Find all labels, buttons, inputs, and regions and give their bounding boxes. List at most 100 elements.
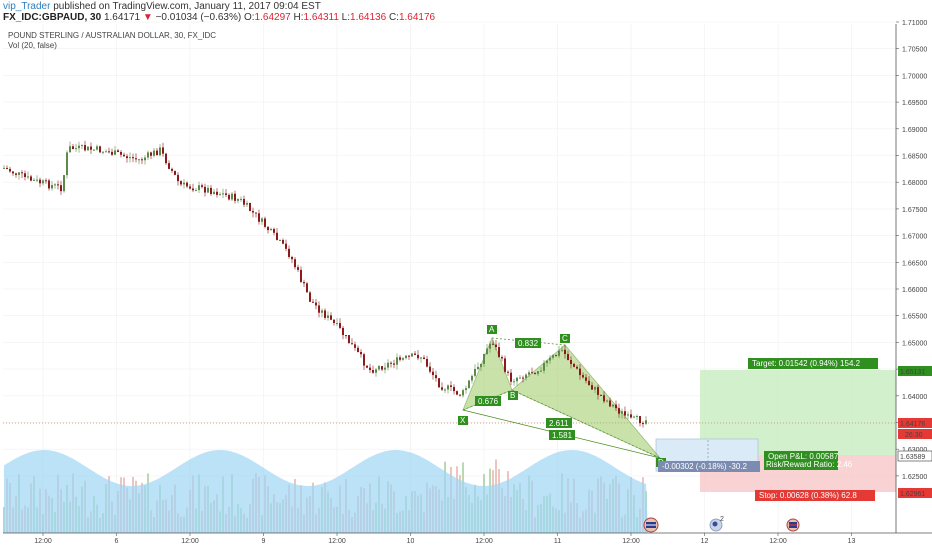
candle-body (249, 203, 251, 211)
candle-body (639, 416, 641, 424)
svg-text:-0.00302 (-0.18%) -30.2: -0.00302 (-0.18%) -30.2 (662, 462, 747, 471)
candle-body (192, 188, 194, 191)
candle-body (261, 218, 263, 222)
candle-body (69, 146, 71, 153)
candle-body (204, 186, 206, 193)
candle-body (414, 353, 416, 355)
pattern-bd-line (511, 389, 661, 459)
price-tick-label: 1.68500 (902, 154, 927, 161)
candle-body (612, 404, 614, 407)
point-x-text: X (460, 416, 466, 425)
candle-body (111, 151, 113, 155)
candle-body (537, 371, 539, 374)
candle-body (615, 404, 617, 409)
time-tick-label: 12:00 (622, 538, 640, 545)
candle-body (342, 327, 344, 336)
candle-body (39, 179, 41, 184)
candle-body (24, 173, 26, 178)
candle-body (246, 203, 248, 205)
candle-body (558, 350, 560, 356)
price-tick-label: 1.66000 (902, 287, 927, 294)
candle-body (90, 146, 92, 150)
ratio-ac-label: 0.832 (515, 338, 541, 348)
candle-body (243, 198, 245, 205)
candle-body (453, 386, 455, 392)
candle-body (471, 375, 473, 381)
candle-body (297, 267, 299, 270)
svg-text:1.65131: 1.65131 (900, 369, 925, 376)
candle-body (486, 348, 488, 355)
candle-body (12, 171, 14, 174)
candle-body (381, 366, 383, 370)
candle-body (411, 353, 413, 357)
price-tick-label: 1.70000 (902, 73, 927, 80)
candle-body (501, 356, 503, 359)
candle-body (207, 187, 209, 193)
candle-body (447, 385, 449, 390)
svg-text:1.63589: 1.63589 (900, 454, 925, 461)
candle-body (540, 370, 542, 372)
candle-body (507, 371, 509, 373)
candle-body (168, 163, 170, 169)
earth-icon[interactable]: 2 (709, 516, 724, 532)
point-a-label: A (487, 325, 497, 334)
candle-body (417, 354, 419, 359)
candle-body (33, 179, 35, 181)
candle-body (570, 360, 572, 364)
price-axis[interactable]: 1.71000 1.70500 1.70000 1.69500 1.69000 1.685… (896, 20, 927, 481)
svg-text:Open P&L: 0.00587: Open P&L: 0.00587 (768, 452, 839, 461)
candle-body (114, 150, 116, 155)
candle-body (51, 185, 53, 189)
ratio-xb-label: 0.676 (475, 396, 501, 406)
candle-body (126, 156, 128, 159)
price-tick-label: 1.62500 (902, 474, 927, 481)
candle-body (438, 378, 440, 388)
candle-body (546, 360, 548, 364)
candle-body (54, 184, 56, 186)
candle-body (219, 194, 221, 196)
candle-body (276, 232, 278, 241)
candle-body (291, 256, 293, 260)
countdown-label: 26:30 (898, 429, 932, 439)
candle-body (66, 152, 68, 176)
candle-body (498, 347, 500, 357)
candle-body (390, 362, 392, 364)
candle-body (27, 176, 29, 178)
time-tick-label: 12:00 (328, 538, 346, 545)
candle-body (315, 302, 317, 306)
candle-body (606, 400, 608, 402)
target-level-label: 1.65131 (898, 366, 932, 376)
point-c-text: C (562, 334, 568, 343)
candle-body (348, 335, 350, 344)
svg-text:2: 2 (720, 516, 724, 523)
point-b-text: B (510, 391, 515, 400)
point-c-label: C (560, 334, 570, 343)
candle-body (468, 380, 470, 389)
point-x-label: X (458, 416, 468, 425)
candle-body (564, 349, 566, 354)
candle-body (459, 394, 461, 396)
candle-body (105, 151, 107, 153)
high-value: 1.64311 (303, 12, 339, 23)
time-axis[interactable]: 12:00 6 12:00 9 12:00 10 12:00 11 12:00 12 12:00 13 (34, 533, 855, 545)
symbol-label: FX_IDC:GBPAUD, 30 (3, 12, 102, 23)
candle-body (165, 153, 167, 164)
open-label: O: (243, 12, 255, 23)
candle-body (345, 335, 347, 337)
candle-body (408, 355, 410, 357)
candle-body (279, 239, 281, 241)
flag-icon-uk-au[interactable] (643, 517, 659, 533)
candle-body (294, 259, 296, 268)
time-tick-label: 12:00 (475, 538, 493, 545)
time-tick-label: 13 (848, 538, 856, 545)
candle-body (594, 387, 596, 390)
author-link[interactable]: vip_Trader (3, 1, 51, 12)
candle-body (234, 193, 236, 201)
candle-body (225, 193, 227, 195)
flag-icon-uk[interactable] (786, 518, 800, 532)
candle-body (450, 385, 452, 387)
time-tick-label: 12:00 (181, 538, 199, 545)
candle-body (327, 315, 329, 318)
candle-body (636, 416, 638, 418)
